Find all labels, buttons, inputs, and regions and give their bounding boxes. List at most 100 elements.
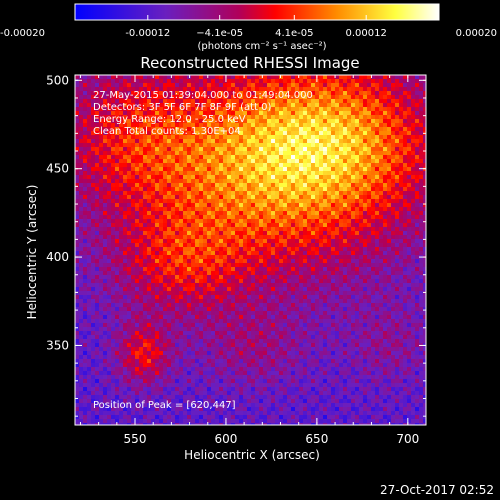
heatmap-cell [303,171,307,175]
heatmap-cell [91,243,95,247]
heatmap-cell [99,135,103,139]
heatmap-cell [99,79,103,83]
heatmap-cell [107,147,111,151]
heatmap-cell [75,147,79,151]
heatmap-cell [171,195,175,199]
heatmap-cell [223,279,227,283]
heatmap-cell [163,239,167,243]
heatmap-cell [275,147,279,151]
heatmap-cell [79,211,83,215]
heatmap-cell [399,243,403,247]
heatmap-cell [295,291,299,295]
heatmap-cell [363,123,367,127]
heatmap-cell [179,215,183,219]
heatmap-cell [391,119,395,123]
heatmap-cell [247,119,251,123]
heatmap-cell [343,95,347,99]
heatmap-cell [187,267,191,271]
heatmap-cell [387,255,391,259]
heatmap-cell [295,179,299,183]
heatmap-cell [347,115,351,119]
heatmap-cell [283,75,287,79]
heatmap-cell [355,219,359,223]
heatmap-cell [211,259,215,263]
heatmap-cell [391,275,395,279]
heatmap-cell [303,135,307,139]
heatmap-cell [123,271,127,275]
heatmap-cell [87,187,91,191]
heatmap-cell [411,171,415,175]
heatmap-cell [167,203,171,207]
heatmap-cell [399,107,403,111]
heatmap-cell [295,111,299,115]
heatmap-cell [283,207,287,211]
heatmap-cell [243,171,247,175]
heatmap-cell [107,291,111,295]
heatmap-cell [331,259,335,263]
heatmap-cell [319,271,323,275]
heatmap-cell [343,155,347,159]
heatmap-cell [227,87,231,91]
heatmap-cell [191,287,195,291]
heatmap-cell [391,127,395,131]
heatmap-cell [255,75,259,79]
heatmap-cell [191,183,195,187]
heatmap-cell [379,255,383,259]
heatmap-cell [303,223,307,227]
heatmap-cell [91,131,95,135]
heatmap-cell [335,123,339,127]
heatmap-cell [147,119,151,123]
heatmap-cell [87,75,91,79]
heatmap-cell [95,171,99,175]
heatmap-cell [371,115,375,119]
heatmap-cell [299,207,303,211]
heatmap-cell [83,219,87,223]
heatmap-cell [143,111,147,115]
heatmap-cell [223,195,227,199]
heatmap-cell [219,235,223,239]
heatmap-cell [295,115,299,119]
heatmap-cell [387,199,391,203]
heatmap-cell [231,111,235,115]
heatmap-cell [211,119,215,123]
heatmap-cell [375,111,379,115]
heatmap-cell [323,251,327,255]
heatmap-cell [239,251,243,255]
heatmap-cell [263,195,267,199]
heatmap-cell [123,147,127,151]
heatmap-cell [383,147,387,151]
heatmap-cell [243,271,247,275]
heatmap-cell [255,119,259,123]
heatmap-cell [327,115,331,119]
heatmap-cell [119,299,123,303]
heatmap-cell [287,87,291,91]
heatmap-cell [343,195,347,199]
heatmap-cell [91,187,95,191]
heatmap-cell [111,95,115,99]
heatmap-cell [283,227,287,231]
heatmap-cell [319,251,323,255]
heatmap-cell [383,247,387,251]
heatmap-cell [387,231,391,235]
heatmap-cell [407,107,411,111]
heatmap-cell [179,199,183,203]
heatmap-cell [207,227,211,231]
heatmap-cell [367,215,371,219]
heatmap-cell [423,291,426,295]
heatmap-cell [127,251,131,255]
heatmap-cell [119,123,123,127]
heatmap-cell [247,183,251,187]
heatmap-cell [359,99,363,103]
heatmap-cell [239,207,243,211]
heatmap-cell [187,291,191,295]
heatmap-cell [423,183,426,187]
heatmap-cell [119,167,123,171]
heatmap-cell [139,287,143,291]
heatmap-cell [171,111,175,115]
heatmap-cell [131,151,135,155]
heatmap-cell [279,291,283,295]
heatmap-cell [327,195,331,199]
heatmap-cell [235,123,239,127]
heatmap-cell [339,131,343,135]
heatmap-cell [119,211,123,215]
